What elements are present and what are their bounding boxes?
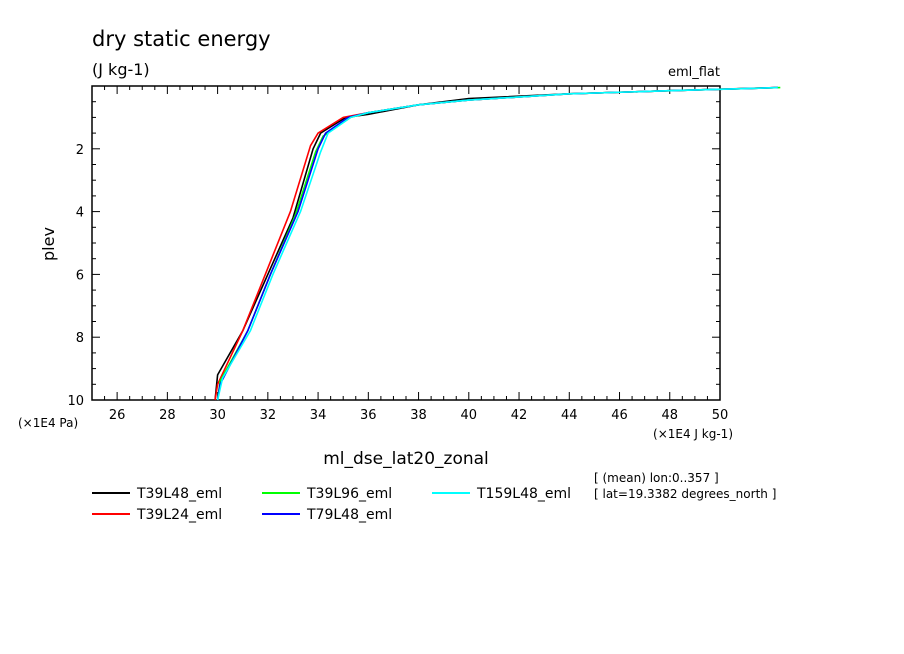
x-tick-label: 38: [410, 408, 427, 423]
series-line: [214, 86, 776, 401]
y-tick-label: 10: [67, 394, 84, 409]
x-tick-label: 42: [511, 408, 528, 423]
x-tick-label: 46: [611, 408, 628, 423]
x-tick-label: 44: [561, 408, 578, 423]
x-tick-label: 36: [360, 408, 377, 423]
x-tick-label: 26: [109, 408, 126, 423]
series-line: [216, 86, 778, 401]
series-lines: [214, 86, 781, 401]
y-tick-label: 8: [76, 331, 84, 346]
legend-label: T39L24_eml: [136, 507, 222, 523]
plot-frame: [91, 85, 721, 401]
x-tick-label: 34: [310, 408, 327, 423]
x-tick-label: 48: [661, 408, 678, 423]
chart-title: dry static energy: [92, 27, 271, 51]
y-tick-labels: 2 4 6 8 10: [67, 143, 84, 409]
chart-subtitle: (J kg-1): [92, 60, 150, 79]
legend-label: T39L96_eml: [306, 486, 392, 502]
x-axis-label: ml_dse_lat20_zonal: [323, 449, 489, 469]
info-line-mean: [ (mean) lon:0..357 ]: [594, 471, 719, 485]
axis-ticks: [91, 86, 721, 401]
y-axis-label: plev: [39, 227, 58, 261]
legend: T39L48_eml T39L24_eml T39L96_eml T79L48_eml…: [92, 486, 571, 523]
y-tick-label: 6: [76, 268, 84, 283]
series-line: [216, 86, 778, 401]
info-line-lat: [ lat=19.3382 degrees_north ]: [594, 487, 776, 501]
x-tick-label: 40: [461, 408, 478, 423]
y-tick-label: 2: [76, 143, 84, 158]
y-unit-label: (×1E4 Pa): [18, 416, 78, 430]
legend-label: T159L48_eml: [476, 486, 571, 502]
y-tick-label: 4: [76, 206, 84, 221]
x-tick-label: 50: [712, 408, 729, 423]
x-tick-label: 32: [260, 408, 277, 423]
corner-label: eml_flat: [668, 65, 720, 80]
x-unit-label: (×1E4 J kg-1): [653, 427, 733, 441]
legend-label: T39L48_eml: [136, 486, 222, 502]
x-tick-label: 28: [159, 408, 176, 423]
x-tick-label: 30: [209, 408, 226, 423]
x-tick-labels: 26 28 30 32 34 36 38 40 42 44 46 48 50: [109, 408, 728, 423]
series-line: [216, 86, 781, 401]
series-line: [214, 86, 778, 401]
legend-label: T79L48_eml: [306, 507, 392, 523]
